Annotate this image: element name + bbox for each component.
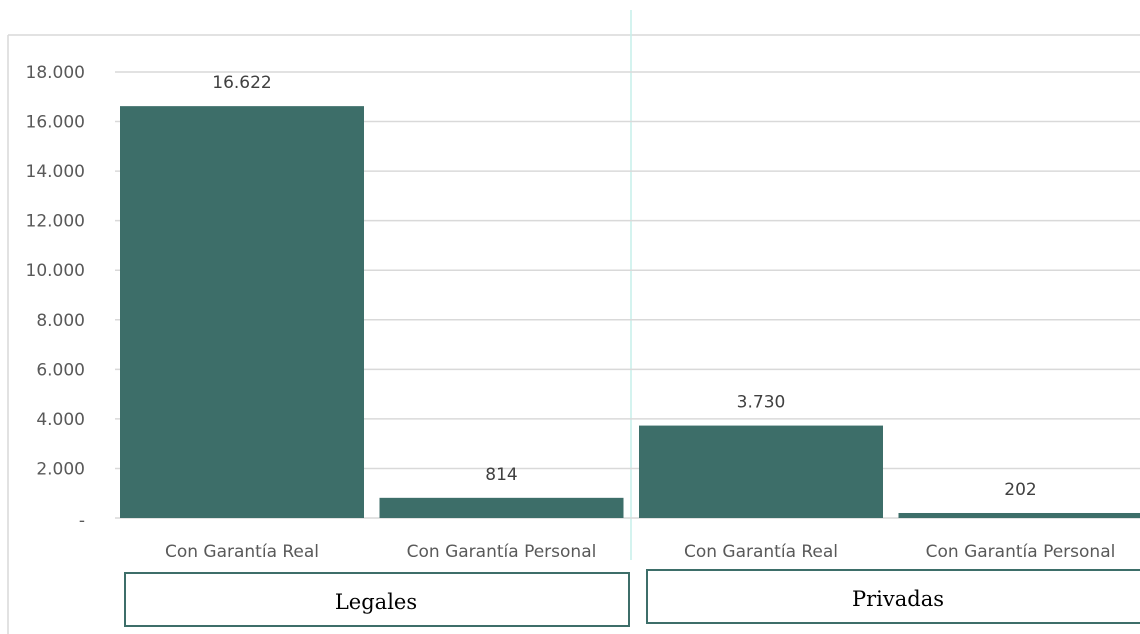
group-label: Privadas: [852, 587, 944, 611]
bar: [120, 106, 364, 519]
category-label: Con Garantía Personal: [407, 542, 597, 562]
data-label: 202: [1004, 480, 1036, 500]
y-tick-label: 12.000: [26, 212, 85, 232]
y-tick-label: 18.000: [26, 63, 85, 83]
y-tick-label: 14.000: [26, 162, 85, 182]
category-label: Con Garantía Personal: [926, 542, 1116, 562]
data-label: 814: [485, 465, 517, 485]
group-box: [124, 572, 630, 627]
group-box: [646, 569, 1140, 624]
category-label: Con Garantía Real: [684, 542, 838, 562]
y-tick-label: 10.000: [26, 261, 85, 281]
y-tick-label: 16.000: [26, 113, 85, 133]
bar: [898, 512, 1140, 518]
y-tick-label: 4.000: [36, 410, 85, 430]
data-label: 3.730: [737, 393, 786, 413]
y-tick-label: 6.000: [36, 360, 85, 380]
bar: [379, 497, 624, 518]
y-tick-label: 2.000: [36, 459, 85, 479]
category-label: Con Garantía Real: [165, 542, 319, 562]
y-tick-label: 8.000: [36, 311, 85, 331]
group-label: Legales: [335, 590, 417, 614]
y-tick-label: -: [79, 511, 85, 531]
bar: [639, 425, 883, 518]
data-label: 16.622: [212, 73, 271, 93]
